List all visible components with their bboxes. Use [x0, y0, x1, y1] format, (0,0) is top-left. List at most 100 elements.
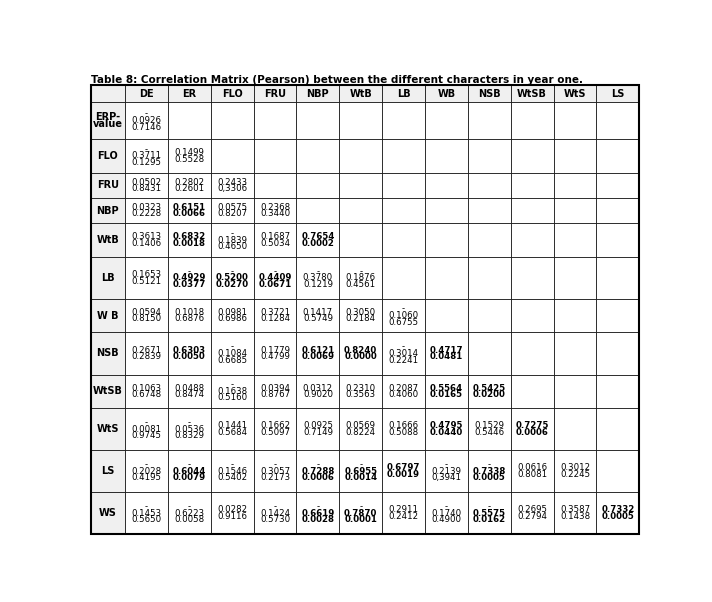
Bar	[90, 408, 125, 450]
Text: 0.1499: 0.1499	[174, 148, 204, 157]
Bar	[425, 450, 468, 492]
Bar	[425, 299, 468, 332]
Bar	[253, 223, 296, 257]
Bar	[211, 299, 253, 332]
Text: FRU: FRU	[97, 181, 119, 190]
Text: 0.2184: 0.2184	[345, 314, 376, 323]
Bar	[296, 299, 340, 332]
Bar	[90, 450, 125, 492]
Bar	[253, 374, 296, 408]
Bar	[253, 299, 296, 332]
Bar	[382, 85, 425, 102]
Text: 0.0066: 0.0066	[173, 209, 206, 219]
Text: 0.4900: 0.4900	[431, 515, 461, 524]
Text: -: -	[402, 305, 405, 314]
Text: 0.0270: 0.0270	[216, 280, 248, 289]
Bar	[340, 257, 382, 299]
Text: 0.5088: 0.5088	[389, 428, 419, 437]
Text: 0.3440: 0.3440	[260, 209, 290, 219]
Text: 0.9020: 0.9020	[303, 390, 333, 399]
Text: 0.0019: 0.0019	[387, 470, 420, 479]
Text: 0.3780: 0.3780	[303, 273, 333, 282]
Bar	[597, 374, 639, 408]
Text: 0.3721: 0.3721	[260, 308, 290, 317]
Bar	[511, 198, 553, 223]
Bar	[511, 85, 553, 102]
Text: NSB: NSB	[97, 349, 119, 359]
Bar	[296, 223, 340, 257]
Text: 0.6832: 0.6832	[173, 232, 206, 241]
Text: 0.5564: 0.5564	[430, 383, 463, 393]
Bar	[340, 492, 382, 534]
Bar	[125, 257, 168, 299]
Bar	[211, 257, 253, 299]
Bar	[468, 102, 511, 139]
Bar	[597, 85, 639, 102]
Text: 0.8329: 0.8329	[174, 431, 204, 440]
Text: 0.0014: 0.0014	[344, 473, 377, 482]
Text: 0.5528: 0.5528	[174, 155, 204, 164]
Bar	[382, 450, 425, 492]
Text: 0.0594: 0.0594	[132, 308, 162, 317]
Bar	[253, 408, 296, 450]
Text: 0.1740: 0.1740	[431, 509, 461, 518]
Text: 0.4717: 0.4717	[429, 346, 464, 355]
Text: 0.2412: 0.2412	[389, 512, 419, 521]
Bar	[90, 139, 125, 173]
Bar	[168, 332, 211, 374]
Text: 0.2911: 0.2911	[389, 506, 419, 515]
Text: 0.0488: 0.0488	[174, 383, 204, 393]
Bar	[125, 408, 168, 450]
Bar	[382, 257, 425, 299]
Text: value: value	[93, 119, 122, 129]
Bar	[211, 173, 253, 198]
Text: 0.0005: 0.0005	[473, 473, 506, 482]
Text: -: -	[231, 229, 234, 238]
Bar	[553, 257, 597, 299]
Text: 0.7149: 0.7149	[303, 428, 333, 437]
Text: 0.2241: 0.2241	[389, 356, 419, 365]
Text: 0.3057: 0.3057	[260, 467, 290, 476]
Text: 0.0440: 0.0440	[430, 428, 463, 437]
Bar	[468, 139, 511, 173]
Text: FLO: FLO	[98, 151, 118, 161]
Text: NSB: NSB	[478, 88, 501, 99]
Text: 0.1060: 0.1060	[389, 311, 419, 320]
Bar	[340, 139, 382, 173]
Text: ER: ER	[182, 88, 197, 99]
Text: 0.7332: 0.7332	[601, 506, 634, 515]
Text: -: -	[488, 502, 491, 511]
Text: -: -	[188, 502, 191, 511]
Bar	[425, 198, 468, 223]
Bar	[597, 257, 639, 299]
Text: 0.3711: 0.3711	[132, 152, 162, 161]
Bar	[425, 173, 468, 198]
Bar	[553, 492, 597, 534]
Text: -: -	[188, 460, 191, 469]
Bar	[211, 374, 253, 408]
Bar	[296, 450, 340, 492]
Bar	[597, 492, 639, 534]
Text: -: -	[316, 267, 320, 276]
Text: 0.5684: 0.5684	[217, 428, 247, 437]
Bar	[468, 374, 511, 408]
Bar	[511, 257, 553, 299]
Bar	[468, 450, 511, 492]
Bar	[382, 139, 425, 173]
Bar	[382, 223, 425, 257]
Bar	[553, 374, 597, 408]
Text: 0.0028: 0.0028	[301, 515, 335, 524]
Text: 0.1529: 0.1529	[474, 421, 504, 430]
Text: NBP: NBP	[307, 88, 329, 99]
Text: 0.1438: 0.1438	[560, 512, 590, 521]
Bar	[511, 223, 553, 257]
Text: 0.1417: 0.1417	[303, 308, 333, 317]
Bar	[340, 223, 382, 257]
Bar	[90, 332, 125, 374]
Bar	[382, 198, 425, 223]
Text: 0.2310: 0.2310	[345, 383, 376, 393]
Bar	[125, 450, 168, 492]
Bar	[90, 492, 125, 534]
Bar	[340, 332, 382, 374]
Text: 0.0081: 0.0081	[132, 424, 162, 433]
